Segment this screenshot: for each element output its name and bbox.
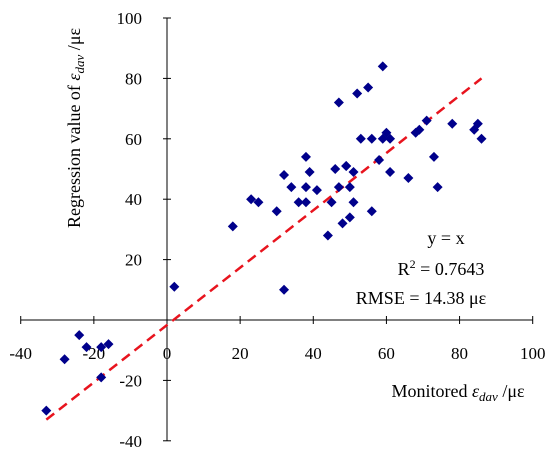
x-tick-label: 40	[305, 344, 322, 363]
r-squared-label: R2 = 0.7643	[398, 257, 485, 279]
data-point	[279, 170, 290, 181]
data-point	[447, 118, 458, 129]
data-point	[428, 151, 439, 162]
data-point	[377, 61, 388, 72]
data-point	[333, 182, 344, 193]
data-point	[344, 182, 355, 193]
data-point	[366, 133, 377, 144]
data-point	[333, 97, 344, 108]
y-tick-label: 100	[117, 9, 143, 28]
data-point	[337, 218, 348, 229]
data-point	[81, 342, 92, 353]
fit-line	[45, 77, 483, 421]
data-point	[472, 118, 483, 129]
data-point	[385, 133, 396, 144]
data-point	[300, 197, 311, 208]
data-point	[300, 151, 311, 162]
x-tick-label: 60	[378, 344, 395, 363]
data-point	[286, 182, 297, 193]
data-point	[344, 212, 355, 223]
x-tick-label: 20	[232, 344, 249, 363]
y-tick-label: 20	[125, 251, 142, 270]
data-point	[169, 281, 180, 292]
x-tick-label: 80	[451, 344, 468, 363]
data-point	[103, 339, 114, 350]
data-point	[355, 133, 366, 144]
x-axis-title: Monitored εdav /με	[391, 381, 525, 404]
equation-label: y = x	[427, 228, 464, 248]
data-point	[414, 124, 425, 135]
data-point	[246, 194, 257, 205]
data-points	[41, 61, 487, 416]
fit-line-group	[45, 77, 483, 421]
data-point	[348, 167, 359, 178]
data-point	[432, 182, 443, 193]
data-point	[311, 185, 322, 196]
labels: Monitored εdav /με Regression value of ε…	[64, 28, 525, 404]
data-point	[271, 206, 282, 217]
data-point	[352, 88, 363, 99]
data-point	[469, 124, 480, 135]
data-point	[476, 133, 487, 144]
data-point	[304, 167, 315, 178]
data-point	[227, 221, 238, 232]
x-tick-label: -40	[9, 344, 32, 363]
data-point	[363, 82, 374, 93]
data-point	[253, 197, 264, 208]
data-point	[403, 173, 414, 184]
rmse-label: RMSE = 14.38 με	[356, 288, 487, 308]
data-point	[96, 372, 107, 383]
data-point	[326, 197, 337, 208]
data-point	[293, 197, 304, 208]
data-point	[41, 405, 52, 416]
data-point	[59, 354, 70, 365]
data-point	[330, 164, 341, 174]
data-point	[421, 115, 432, 126]
y-tick-label: -20	[119, 371, 142, 390]
y-tick-label: 40	[125, 190, 142, 209]
data-point	[279, 284, 290, 295]
x-tick-label: 0	[163, 344, 172, 363]
data-point	[366, 206, 377, 217]
data-point	[322, 230, 333, 241]
x-tick-label: 100	[520, 344, 546, 363]
y-axis-title: Regression value of εdav /με	[64, 28, 87, 228]
data-point	[341, 160, 352, 171]
data-point	[410, 127, 421, 138]
data-point	[96, 342, 107, 353]
y-tick-label: 80	[125, 69, 142, 88]
y-tick-label: 60	[125, 130, 142, 149]
data-point	[348, 197, 359, 208]
axes	[20, 17, 534, 442]
y-tick-label: -40	[119, 432, 142, 451]
data-point	[374, 154, 385, 165]
data-point	[74, 330, 85, 341]
data-point	[300, 182, 311, 193]
data-point	[385, 167, 396, 178]
